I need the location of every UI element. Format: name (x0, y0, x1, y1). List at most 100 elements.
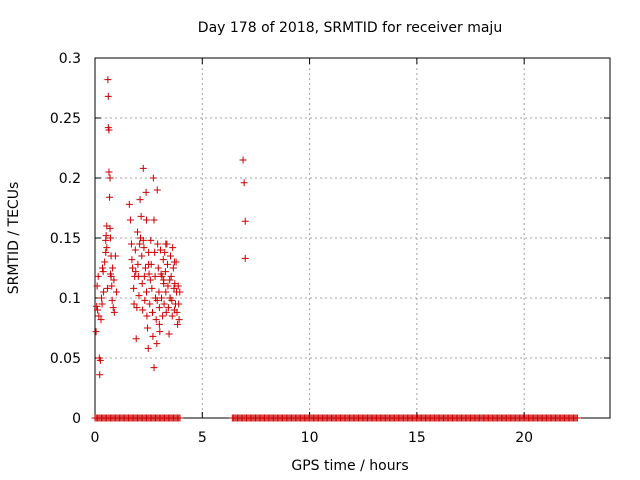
data-point (137, 212, 145, 220)
data-point (155, 320, 163, 328)
data-point (144, 324, 152, 332)
x-tick-label: 5 (198, 430, 207, 446)
data-point (174, 320, 182, 328)
data-point (158, 272, 166, 280)
data-point (93, 282, 101, 290)
data-point (159, 312, 167, 320)
chart-title: Day 178 of 2018, SRMTID for receiver maj… (198, 20, 502, 36)
data-point (152, 316, 160, 324)
data-point (145, 260, 153, 268)
x-tick-label: 10 (301, 430, 319, 446)
data-point (146, 276, 154, 284)
axis-ticks: 0 5 10 15 20 0 0.05 0.1 0.15 0.2 0.25 0.3 (50, 51, 610, 446)
data-point (161, 268, 169, 276)
data-point (140, 244, 148, 252)
data-point (93, 302, 101, 310)
data-point (166, 276, 174, 284)
data-point (94, 306, 102, 314)
data-point (146, 300, 154, 308)
data-point (134, 260, 142, 268)
data-point (112, 288, 120, 296)
data-point (145, 248, 153, 256)
data-point (104, 76, 112, 84)
data-point (167, 252, 175, 260)
y-tick-label: 0.25 (50, 111, 81, 127)
data-point (149, 332, 157, 340)
y-tick-label: 0.3 (59, 51, 81, 67)
gridlines (95, 58, 610, 418)
x-tick-label: 20 (515, 430, 533, 446)
data-point (143, 216, 150, 224)
data-point (102, 232, 110, 240)
data-point (170, 258, 178, 266)
data-point (139, 164, 147, 172)
data-point (153, 296, 161, 304)
data-point (96, 371, 104, 379)
y-tick-label: 0 (72, 411, 81, 427)
data-point (169, 264, 177, 272)
data-point (130, 284, 138, 292)
data-point (141, 296, 149, 304)
data-point (151, 248, 159, 256)
data-point (95, 312, 103, 320)
data-point (166, 294, 174, 302)
data-point (149, 308, 157, 316)
data-point (103, 244, 111, 252)
data-point (138, 252, 146, 260)
data-point (105, 126, 113, 134)
data-point (162, 240, 170, 248)
data-point (110, 276, 118, 284)
data-point (107, 272, 115, 280)
x-axis-label: GPS time / hours (291, 458, 408, 474)
data-point (573, 414, 581, 422)
data-point (141, 264, 149, 272)
data-point (164, 282, 172, 290)
data-point (239, 156, 247, 164)
y-tick-label: 0.1 (59, 291, 81, 307)
data-point (158, 294, 166, 302)
data-point (156, 328, 164, 336)
data-point (150, 364, 158, 372)
data-point (136, 240, 144, 248)
data-point (143, 312, 151, 320)
data-point (98, 300, 106, 308)
data-point (106, 193, 114, 201)
x-tick-label: 15 (408, 430, 426, 446)
data-points (91, 76, 581, 422)
data-point (131, 246, 139, 254)
data-point (168, 312, 176, 320)
data-point (170, 284, 178, 292)
data-point (97, 294, 105, 302)
data-point (129, 264, 137, 272)
data-point (174, 282, 182, 290)
data-point (175, 300, 183, 308)
data-point (99, 264, 107, 272)
data-point (135, 292, 143, 300)
data-point (149, 174, 157, 182)
data-point (151, 272, 159, 280)
data-point (126, 216, 134, 224)
data-point (154, 240, 162, 248)
data-point (92, 328, 100, 336)
data-point (136, 196, 144, 204)
data-point (169, 244, 177, 252)
data-point (240, 179, 248, 187)
data-point (142, 188, 150, 196)
data-point (156, 246, 164, 254)
data-point (160, 276, 168, 284)
x-tick-label: 0 (91, 430, 100, 446)
data-point (150, 216, 158, 224)
data-point (106, 224, 114, 232)
data-point (153, 186, 161, 194)
data-point (161, 248, 169, 256)
data-point (133, 228, 141, 236)
data-point (147, 236, 155, 244)
data-point (108, 282, 116, 290)
data-point (103, 284, 111, 292)
data-point (153, 340, 161, 348)
data-point (109, 304, 117, 312)
data-point (143, 288, 150, 296)
data-point (101, 258, 109, 266)
data-point (176, 414, 184, 422)
